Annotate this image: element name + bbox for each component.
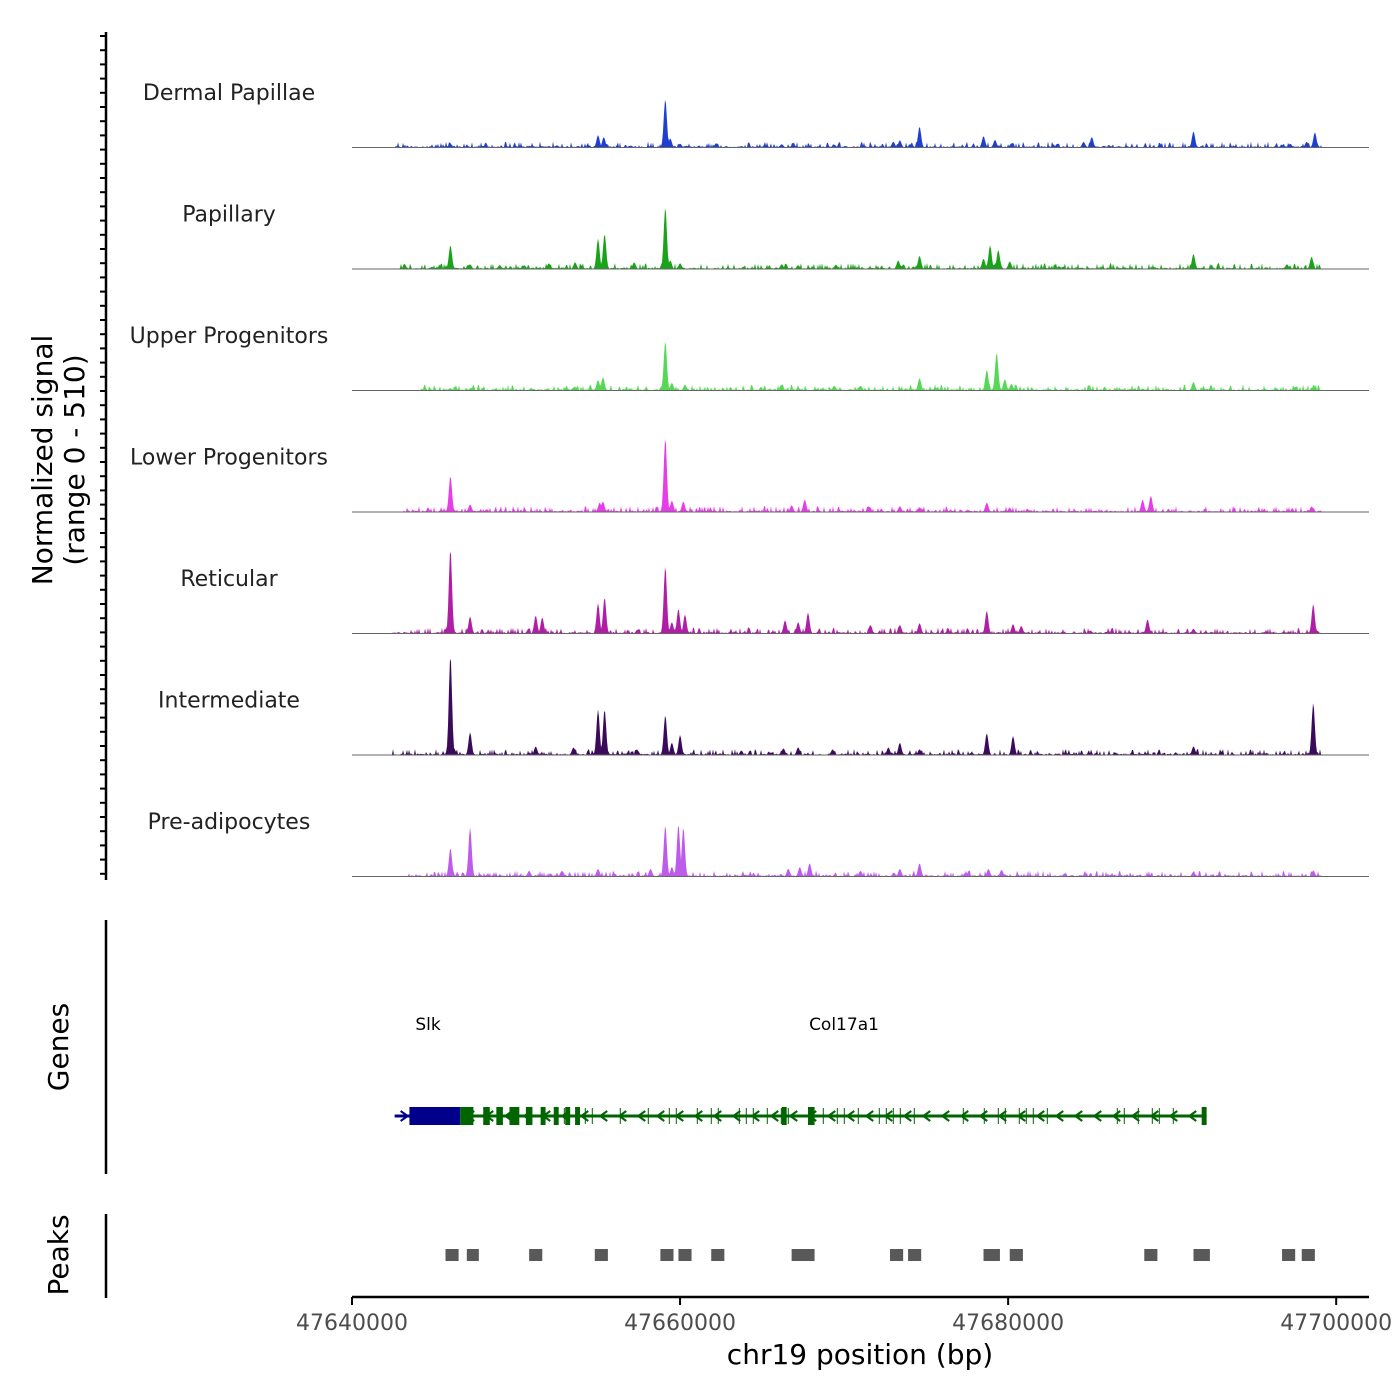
coverage-area-6: [352, 826, 1369, 877]
genes-track: Slk Col17a1: [394, 1015, 1207, 1125]
strand-arrow: [693, 1110, 703, 1122]
peak-region-1: [466, 1249, 479, 1261]
strand-arrow: [503, 1110, 513, 1122]
gene-label-col17a1: Col17a1: [809, 1015, 879, 1035]
strand-arrow: [484, 1110, 494, 1122]
exon-col17a1-7: [565, 1107, 571, 1125]
coverage-area-0: [352, 99, 1369, 148]
strand-arrow: [826, 1110, 836, 1122]
strand-arrow: [560, 1110, 570, 1122]
strand-arrow: [1187, 1110, 1197, 1122]
coverage-tracks: [352, 99, 1369, 877]
exon-col17a1-8: [575, 1107, 581, 1125]
strand-arrow: [1054, 1110, 1064, 1122]
peaks-track: [445, 1249, 1315, 1261]
strand-arrow: [636, 1110, 646, 1122]
track-label-0: Dermal Papillae: [143, 81, 315, 106]
exon-slk-0: [409, 1107, 461, 1125]
peak-region-15: [1301, 1249, 1315, 1261]
strand-arrow: [921, 1110, 931, 1122]
strand-arrow: [864, 1110, 874, 1122]
coverage-area-1: [352, 208, 1369, 269]
peak-region-8: [890, 1249, 904, 1261]
strand-arrow: [1149, 1110, 1159, 1122]
x-axis-ticks: 47640000 47660000 47680000 47700000: [296, 1297, 1392, 1336]
track-label-4: Reticular: [180, 567, 278, 592]
track-label-5: Intermediate: [158, 689, 300, 714]
svg-text:Peaks: Peaks: [42, 1214, 75, 1295]
peak-region-11: [1009, 1249, 1023, 1261]
strand-arrow: [750, 1110, 760, 1122]
strand-arrow: [788, 1110, 798, 1122]
strand-arrow: [655, 1110, 665, 1122]
genes-track-title: Genes: [42, 1003, 75, 1091]
strand-arrow: [978, 1110, 988, 1122]
peak-region-4: [660, 1249, 674, 1261]
y-axis-title-line2: (range 0 - 510): [58, 354, 91, 565]
peak-region-0: [445, 1249, 459, 1261]
strand-arrow: [419, 1110, 429, 1122]
peak-region-10: [983, 1249, 1000, 1261]
exon-col17a1-6: [553, 1107, 559, 1125]
strand-arrow: [902, 1110, 912, 1122]
strand-arrow: [940, 1110, 950, 1122]
coverage-area-3: [352, 439, 1369, 512]
coverage-area-4: [352, 551, 1369, 634]
coverage-area-5: [352, 658, 1369, 755]
strand-arrow: [845, 1110, 855, 1122]
strand-arrow: [1111, 1110, 1121, 1122]
peak-region-7: [791, 1249, 815, 1261]
strand-arrow: [1130, 1110, 1140, 1122]
x-tick-label-1: 47660000: [624, 1311, 736, 1336]
track-labels: Dermal Papillae Papillary Upper Progenitor…: [130, 81, 329, 835]
exon-col17a1-3: [509, 1107, 520, 1125]
peak-region-13: [1193, 1249, 1210, 1261]
exon-col17a1-2: [496, 1107, 503, 1125]
strand-arrow: [579, 1110, 589, 1122]
strand-arrow: [400, 1110, 410, 1122]
coverage-y-ticks: [100, 35, 106, 875]
svg-text:Genes: Genes: [42, 1003, 75, 1091]
peak-region-9: [908, 1249, 922, 1261]
strand-arrow: [465, 1110, 475, 1122]
peak-region-3: [594, 1249, 608, 1261]
strand-arrow: [959, 1110, 969, 1122]
peak-region-14: [1282, 1249, 1296, 1261]
strand-arrow: [1168, 1110, 1178, 1122]
exon-col17a1-10: [808, 1107, 815, 1125]
strand-arrow: [712, 1110, 722, 1122]
peak-region-6: [711, 1249, 725, 1261]
strand-arrow: [1092, 1110, 1102, 1122]
strand-arrow: [731, 1110, 741, 1122]
strand-arrow: [1073, 1110, 1083, 1122]
coverage-area-2: [352, 341, 1369, 391]
strand-arrow: [617, 1110, 627, 1122]
gene-label-slk: Slk: [415, 1015, 441, 1035]
peak-region-12: [1144, 1249, 1158, 1261]
strand-arrow: [997, 1110, 1007, 1122]
strand-arrow: [769, 1110, 779, 1122]
exon-col17a1-9: [781, 1107, 787, 1125]
track-label-1: Papillary: [182, 203, 276, 228]
track-label-6: Pre-adipocytes: [148, 810, 311, 835]
strand-arrow: [1035, 1110, 1045, 1122]
x-tick-label-0: 47640000: [296, 1311, 408, 1336]
x-tick-label-2: 47680000: [952, 1311, 1064, 1336]
x-axis-title: chr19 position (bp): [727, 1338, 993, 1371]
x-tick-label-3: 47700000: [1280, 1311, 1392, 1336]
peak-region-2: [529, 1249, 543, 1261]
peaks-track-title: Peaks: [42, 1214, 75, 1295]
peak-region-5: [678, 1249, 692, 1261]
y-axis-title-line1: Normalized signal: [26, 335, 59, 586]
y-axis-title: Normalized signal (range 0 - 510): [26, 335, 91, 586]
strand-arrow: [883, 1110, 893, 1122]
track-label-2: Upper Progenitors: [130, 324, 329, 349]
strand-arrow: [1016, 1110, 1026, 1122]
exon-col17a1-11: [1201, 1107, 1207, 1125]
strand-arrow: [598, 1110, 608, 1122]
track-label-3: Lower Progenitors: [130, 446, 328, 471]
